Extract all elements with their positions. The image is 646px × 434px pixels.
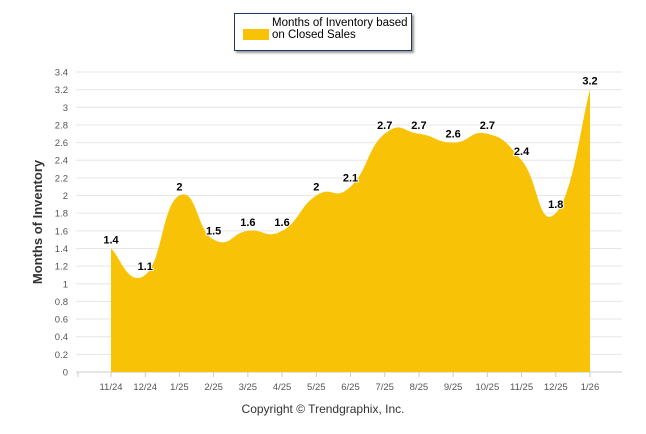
x-tick-label: 4/25 <box>273 382 292 393</box>
y-tick-label: 3.2 <box>55 85 68 96</box>
legend: Months of Inventory based on Closed Sale… <box>234 13 412 51</box>
data-label: 2 <box>176 182 182 194</box>
x-tick-label: 12/24 <box>133 382 157 393</box>
x-tick-label: 10/25 <box>475 382 499 393</box>
y-tick-label: 1.2 <box>55 262 68 273</box>
y-tick-label: 0 <box>63 368 68 379</box>
data-label: 2.7 <box>377 120 392 132</box>
y-tick-label: 3.4 <box>55 68 68 79</box>
x-tick-label: 2/25 <box>204 382 223 393</box>
data-label: 1.6 <box>274 217 289 229</box>
y-tick-label: 0.6 <box>55 315 68 326</box>
y-tick-label: 2.6 <box>55 138 68 149</box>
y-tick-label: 3 <box>63 103 68 114</box>
data-label: 1.1 <box>138 261 153 273</box>
legend-label: Months of Inventory based on Closed Sale… <box>272 17 408 41</box>
data-label: 1.8 <box>548 199 563 211</box>
y-tick-label: 2.2 <box>55 173 68 184</box>
y-tick-label: 1 <box>63 279 68 290</box>
y-tick-label: 2.8 <box>55 120 68 131</box>
data-label: 3.2 <box>582 76 597 88</box>
y-tick-label: 2.4 <box>55 156 68 167</box>
y-tick-label: 1.4 <box>55 244 68 255</box>
copyright: Copyright © Trendgraphix, Inc. <box>241 402 405 416</box>
y-tick-label: 0.2 <box>55 350 68 361</box>
y-axis-title: Months of Inventory <box>30 159 45 284</box>
y-tick-label: 2 <box>63 191 68 202</box>
data-label: 2 <box>313 182 319 194</box>
x-tick-label: 12/25 <box>544 382 568 393</box>
area-series <box>111 89 590 372</box>
x-tick-label: 6/25 <box>341 382 360 393</box>
data-label: 2.7 <box>480 120 495 132</box>
legend-swatch <box>243 29 269 40</box>
x-tick-label: 11/24 <box>99 382 122 393</box>
x-tick-label: 1/26 <box>581 382 600 393</box>
y-tick-label: 0.4 <box>55 332 68 343</box>
x-tick-label: 11/25 <box>510 382 533 393</box>
data-label: 2.6 <box>445 129 460 141</box>
data-label: 2.4 <box>514 146 530 158</box>
x-tick-label: 1/25 <box>170 382 189 393</box>
data-label: 1.6 <box>240 217 255 229</box>
x-tick-label: 3/25 <box>239 382 258 393</box>
y-tick-label: 1.6 <box>55 226 68 237</box>
data-label: 1.5 <box>206 226 221 238</box>
x-tick-label: 5/25 <box>307 382 326 393</box>
x-tick-label: 8/25 <box>410 382 429 393</box>
data-label: 2.7 <box>411 120 426 132</box>
x-tick-label: 7/25 <box>375 382 394 393</box>
data-label: 2.1 <box>343 173 358 185</box>
y-tick-label: 0.8 <box>55 297 68 308</box>
x-tick-label: 9/25 <box>444 382 463 393</box>
y-tick-label: 1.8 <box>55 209 68 220</box>
data-label: 1.4 <box>103 234 119 246</box>
